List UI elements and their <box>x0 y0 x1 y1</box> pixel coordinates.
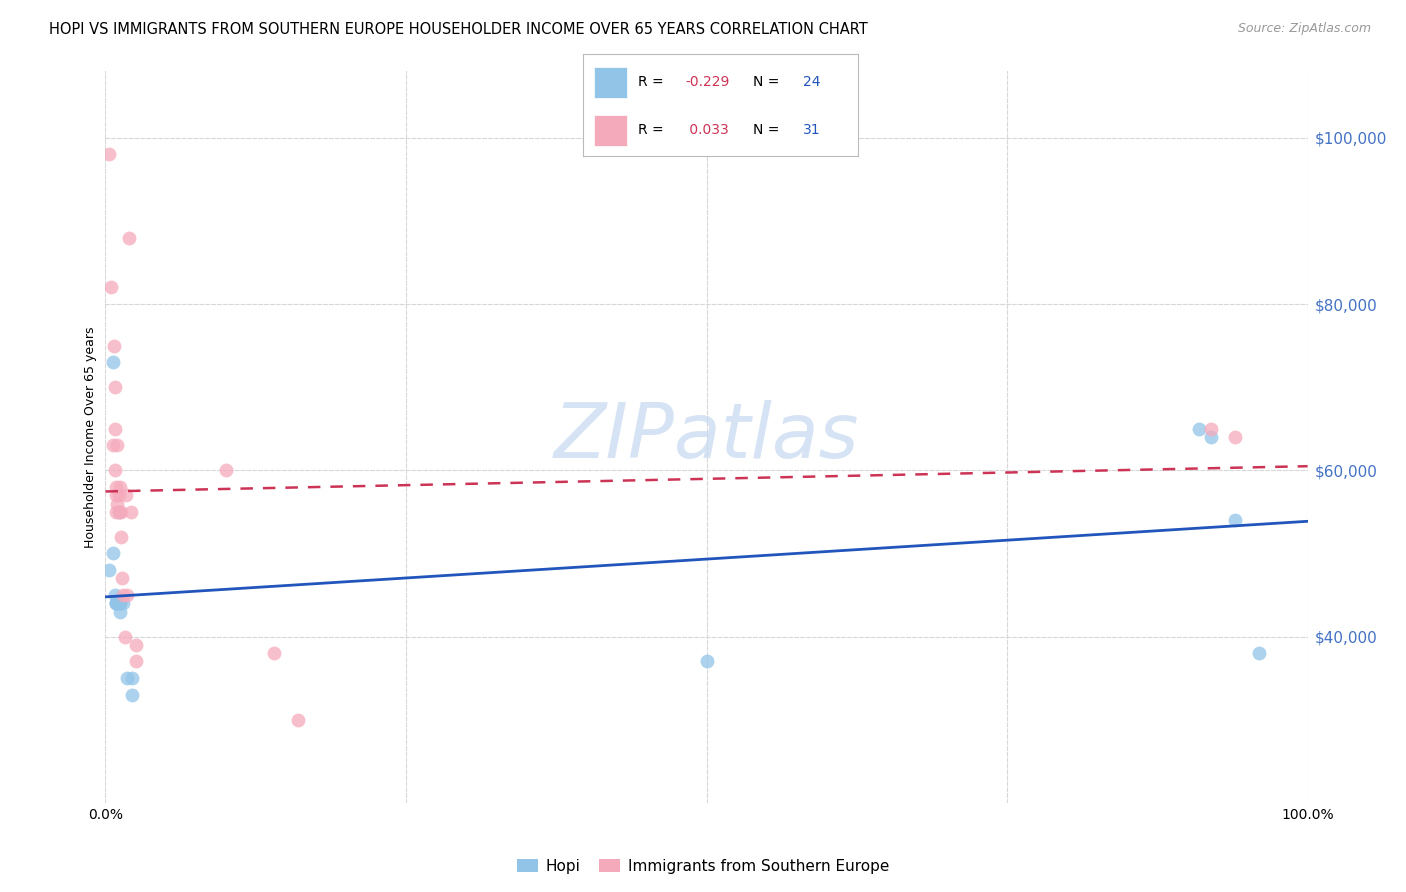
Point <box>120 505 142 519</box>
Point <box>1188 422 1211 436</box>
Text: N =: N = <box>754 123 785 137</box>
Text: R =: R = <box>638 75 668 89</box>
Point <box>1225 430 1247 444</box>
Point <box>121 688 143 702</box>
Point <box>104 588 127 602</box>
Point <box>108 480 131 494</box>
Point <box>107 488 129 502</box>
Point <box>110 505 132 519</box>
Point <box>214 463 236 477</box>
Point <box>105 596 128 610</box>
Point <box>101 438 124 452</box>
Point <box>696 655 718 669</box>
Y-axis label: Householder Income Over 65 years: Householder Income Over 65 years <box>84 326 97 548</box>
Point <box>107 596 129 610</box>
Point <box>110 530 132 544</box>
Point <box>105 480 128 494</box>
Point <box>105 488 128 502</box>
Point <box>115 488 138 502</box>
Point <box>98 147 121 161</box>
Point <box>104 422 127 436</box>
Point <box>100 280 122 294</box>
Point <box>104 463 127 477</box>
Text: HOPI VS IMMIGRANTS FROM SOUTHERN EUROPE HOUSEHOLDER INCOME OVER 65 YEARS CORRELA: HOPI VS IMMIGRANTS FROM SOUTHERN EUROPE … <box>49 22 868 37</box>
Point <box>107 596 129 610</box>
Point <box>105 596 128 610</box>
Point <box>287 713 309 727</box>
Point <box>1201 422 1223 436</box>
Point <box>263 646 285 660</box>
Point <box>105 505 128 519</box>
Point <box>107 505 129 519</box>
Point <box>101 355 124 369</box>
Point <box>108 605 131 619</box>
Point <box>101 546 124 560</box>
Point <box>1225 513 1247 527</box>
Point <box>108 596 131 610</box>
Point <box>115 588 138 602</box>
Point <box>115 671 138 685</box>
Point <box>103 339 125 353</box>
Point <box>112 596 135 610</box>
Text: -0.229: -0.229 <box>685 75 730 89</box>
Point <box>111 571 134 585</box>
Text: 24: 24 <box>803 75 820 89</box>
Point <box>98 563 121 577</box>
Point <box>1201 430 1223 444</box>
Text: 0.033: 0.033 <box>685 123 728 137</box>
Point <box>1249 646 1271 660</box>
Point <box>107 596 129 610</box>
Point <box>114 630 136 644</box>
Text: Source: ZipAtlas.com: Source: ZipAtlas.com <box>1237 22 1371 36</box>
Point <box>104 380 127 394</box>
Point <box>124 638 146 652</box>
Bar <box>595 115 627 145</box>
Point <box>107 505 129 519</box>
Point <box>105 596 128 610</box>
Point <box>107 596 129 610</box>
Bar <box>595 67 627 97</box>
Point <box>121 671 143 685</box>
Point <box>124 655 146 669</box>
Point <box>118 230 141 244</box>
Text: N =: N = <box>754 75 785 89</box>
Text: 31: 31 <box>803 123 821 137</box>
Point <box>108 596 131 610</box>
Text: ZIPatlas: ZIPatlas <box>554 401 859 474</box>
Point <box>107 497 129 511</box>
Point <box>112 588 135 602</box>
Legend: Hopi, Immigrants from Southern Europe: Hopi, Immigrants from Southern Europe <box>510 853 896 880</box>
Point <box>107 438 129 452</box>
Text: R =: R = <box>638 123 668 137</box>
